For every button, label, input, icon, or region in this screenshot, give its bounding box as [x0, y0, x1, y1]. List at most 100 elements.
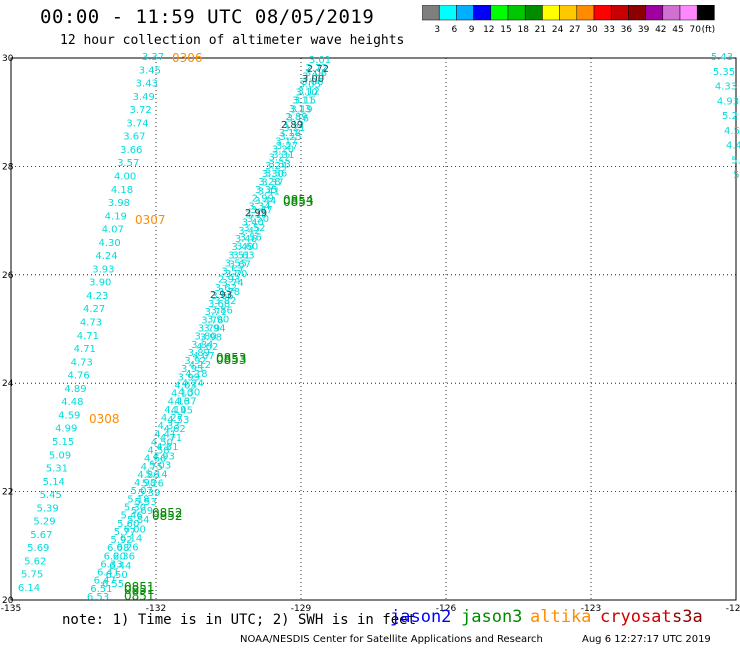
colorbar-tick-label: 18 — [517, 25, 529, 35]
lon-tick-label: -135 — [1, 604, 21, 614]
diag-track-b-value: 3.52 — [243, 223, 265, 234]
left-track-value: 4.30 — [98, 238, 120, 249]
diag-track-a-value: 6.53 — [87, 592, 109, 603]
time-label: 0853 — [216, 351, 247, 365]
diag-track-a-value: 3.30 — [262, 169, 284, 180]
diag-track-a-value: 3.92 — [184, 356, 206, 367]
colorbar-tick-label: 70 — [689, 25, 701, 35]
left-track-value: 5.15 — [52, 437, 74, 448]
diag-track-b-value: 4.45 — [171, 406, 193, 417]
right-track-value: 4.5 — [724, 126, 740, 137]
diag-track-a-value: 3.34 — [248, 201, 270, 212]
diag-track-a-value: 5.46 — [121, 511, 143, 522]
diag-track-b-value: 3.19 — [290, 105, 312, 116]
left-track-value: 3.93 — [92, 264, 114, 275]
colorbar-tick-label: 21 — [535, 25, 546, 35]
time-label: 0854 — [283, 193, 314, 207]
diag-track-a-value: 3.18 — [279, 128, 301, 139]
diag-track-a-value: 3.38 — [245, 210, 267, 221]
left-track-value: 4.24 — [95, 251, 117, 262]
diag-track-b-value: 3.33 — [269, 159, 291, 170]
diag-track-a-value: 3.89 — [188, 348, 210, 359]
colorbar-tick-label: 12 — [483, 25, 494, 35]
left-track-value: 5.14 — [43, 477, 65, 488]
diag-track-a-value: 3.11 — [292, 96, 314, 107]
left-track-value: 4.48 — [61, 397, 83, 408]
gray-track-value: 2.89 — [281, 120, 303, 131]
diag-track-b-value: 3.16 — [287, 114, 309, 125]
diag-track-b-value: 3.06 — [301, 77, 323, 88]
left-track-value: 4.18 — [111, 185, 133, 196]
diag-track-b-value: 3.50 — [247, 214, 269, 225]
diag-track-b-value: 4.12 — [189, 360, 211, 371]
diag-track-a-value: 5.07 — [131, 486, 153, 497]
diag-track-b-value: 5.26 — [142, 479, 164, 490]
diag-track-b-value: 3.78 — [218, 287, 240, 298]
colorbar-tick-label: 42 — [655, 25, 666, 35]
right-track-value: 4.33 — [715, 82, 737, 93]
left-track-value: 3.90 — [89, 278, 111, 289]
diag-track-b-value: 4.81 — [156, 442, 178, 453]
left-track-value: 4.19 — [105, 211, 127, 222]
diag-track-b-value: 3.82 — [214, 296, 236, 307]
diag-track-b-value: 4.24 — [182, 378, 204, 389]
left-track-value: 3.57 — [117, 158, 139, 169]
colorbar-tick-label: 24 — [552, 25, 564, 35]
left-track-value: 3.72 — [129, 105, 151, 116]
left-track-value: 3.45 — [139, 65, 161, 76]
diag-track-b-value: 4.37 — [174, 397, 196, 408]
diag-track-b-value: 3.12 — [298, 86, 320, 97]
lat-tick-label: 22 — [2, 488, 13, 498]
left-track-value: 4.00 — [114, 171, 136, 182]
diag-track-b-value: 3.21 — [283, 123, 305, 134]
diag-track-a-value: 3.95 — [181, 364, 203, 375]
diag-track-a-value: 3.22 — [269, 153, 291, 164]
left-track-value: 6.14 — [18, 583, 40, 594]
left-track-value: 3.43 — [136, 79, 158, 90]
right-track-value: 5. — [731, 155, 740, 166]
diag-track-b-value: 3.47 — [250, 205, 272, 216]
colorbar-tick-label: 6 — [452, 25, 458, 35]
time-label: 0306 — [172, 51, 203, 65]
diag-track-b-value: 3.08 — [305, 68, 327, 79]
right-track-value: 5.2 — [722, 111, 738, 122]
diag-track-b-value: 3.56 — [240, 232, 262, 243]
time-label: 0851 — [124, 583, 155, 597]
diag-track-a-value: 3.42 — [238, 226, 260, 237]
left-track-value: 3.98 — [108, 198, 130, 209]
diag-track-a-value: 3.24 — [265, 161, 287, 172]
diag-track-a-value: 4.10 — [171, 389, 193, 400]
diag-track-a-value: 4.86 — [137, 470, 159, 481]
diag-track-b-value: 6.50 — [105, 570, 127, 581]
diag-track-a-value: 4.66 — [144, 454, 166, 465]
diag-track-b-value: 5.03 — [149, 460, 171, 471]
footer-credit: NOAA/NESDIS Center for Satellite Applica… — [240, 634, 543, 645]
diag-track-b-value: 3.74 — [221, 278, 243, 289]
diag-track-a-value: 5.77 — [114, 527, 136, 538]
diag-track-a-value: 3.35 — [255, 185, 277, 196]
left-track-value: 5.75 — [21, 570, 43, 581]
diag-track-a-value: 3.76 — [201, 315, 223, 326]
colorbar-tick-label: 9 — [469, 25, 475, 35]
legend-s3a: s3a — [672, 607, 703, 627]
left-track-value: 3.67 — [123, 132, 145, 143]
left-track-value: 4.71 — [77, 331, 99, 342]
diag-track-a-value: 3.49 — [232, 242, 254, 253]
gray-track-value: 2.93 — [210, 290, 232, 301]
left-track-value: 3.37 — [142, 52, 164, 63]
colorbar-tick-label: 3 — [434, 25, 440, 35]
diag-track-a-value: 3.51 — [228, 250, 250, 261]
diag-track-b-value: 6.36 — [113, 552, 135, 563]
diag-track-b-value: 3.31 — [272, 150, 294, 161]
left-track-value: 4.27 — [83, 304, 105, 315]
note-text: note: 1) Time is in UTC; 2) SWH is in fe… — [62, 612, 417, 628]
right-track-value: 5.43 — [711, 52, 733, 63]
diag-track-b-value: 6.44 — [109, 561, 131, 572]
diag-track-b-value: 3.67 — [229, 260, 251, 271]
diag-track-a-value: 4.75 — [141, 462, 163, 473]
lat-tick-label: 24 — [2, 379, 14, 389]
colorbar-tick-label: 39 — [638, 25, 650, 35]
time-label: 0308 — [89, 412, 120, 426]
